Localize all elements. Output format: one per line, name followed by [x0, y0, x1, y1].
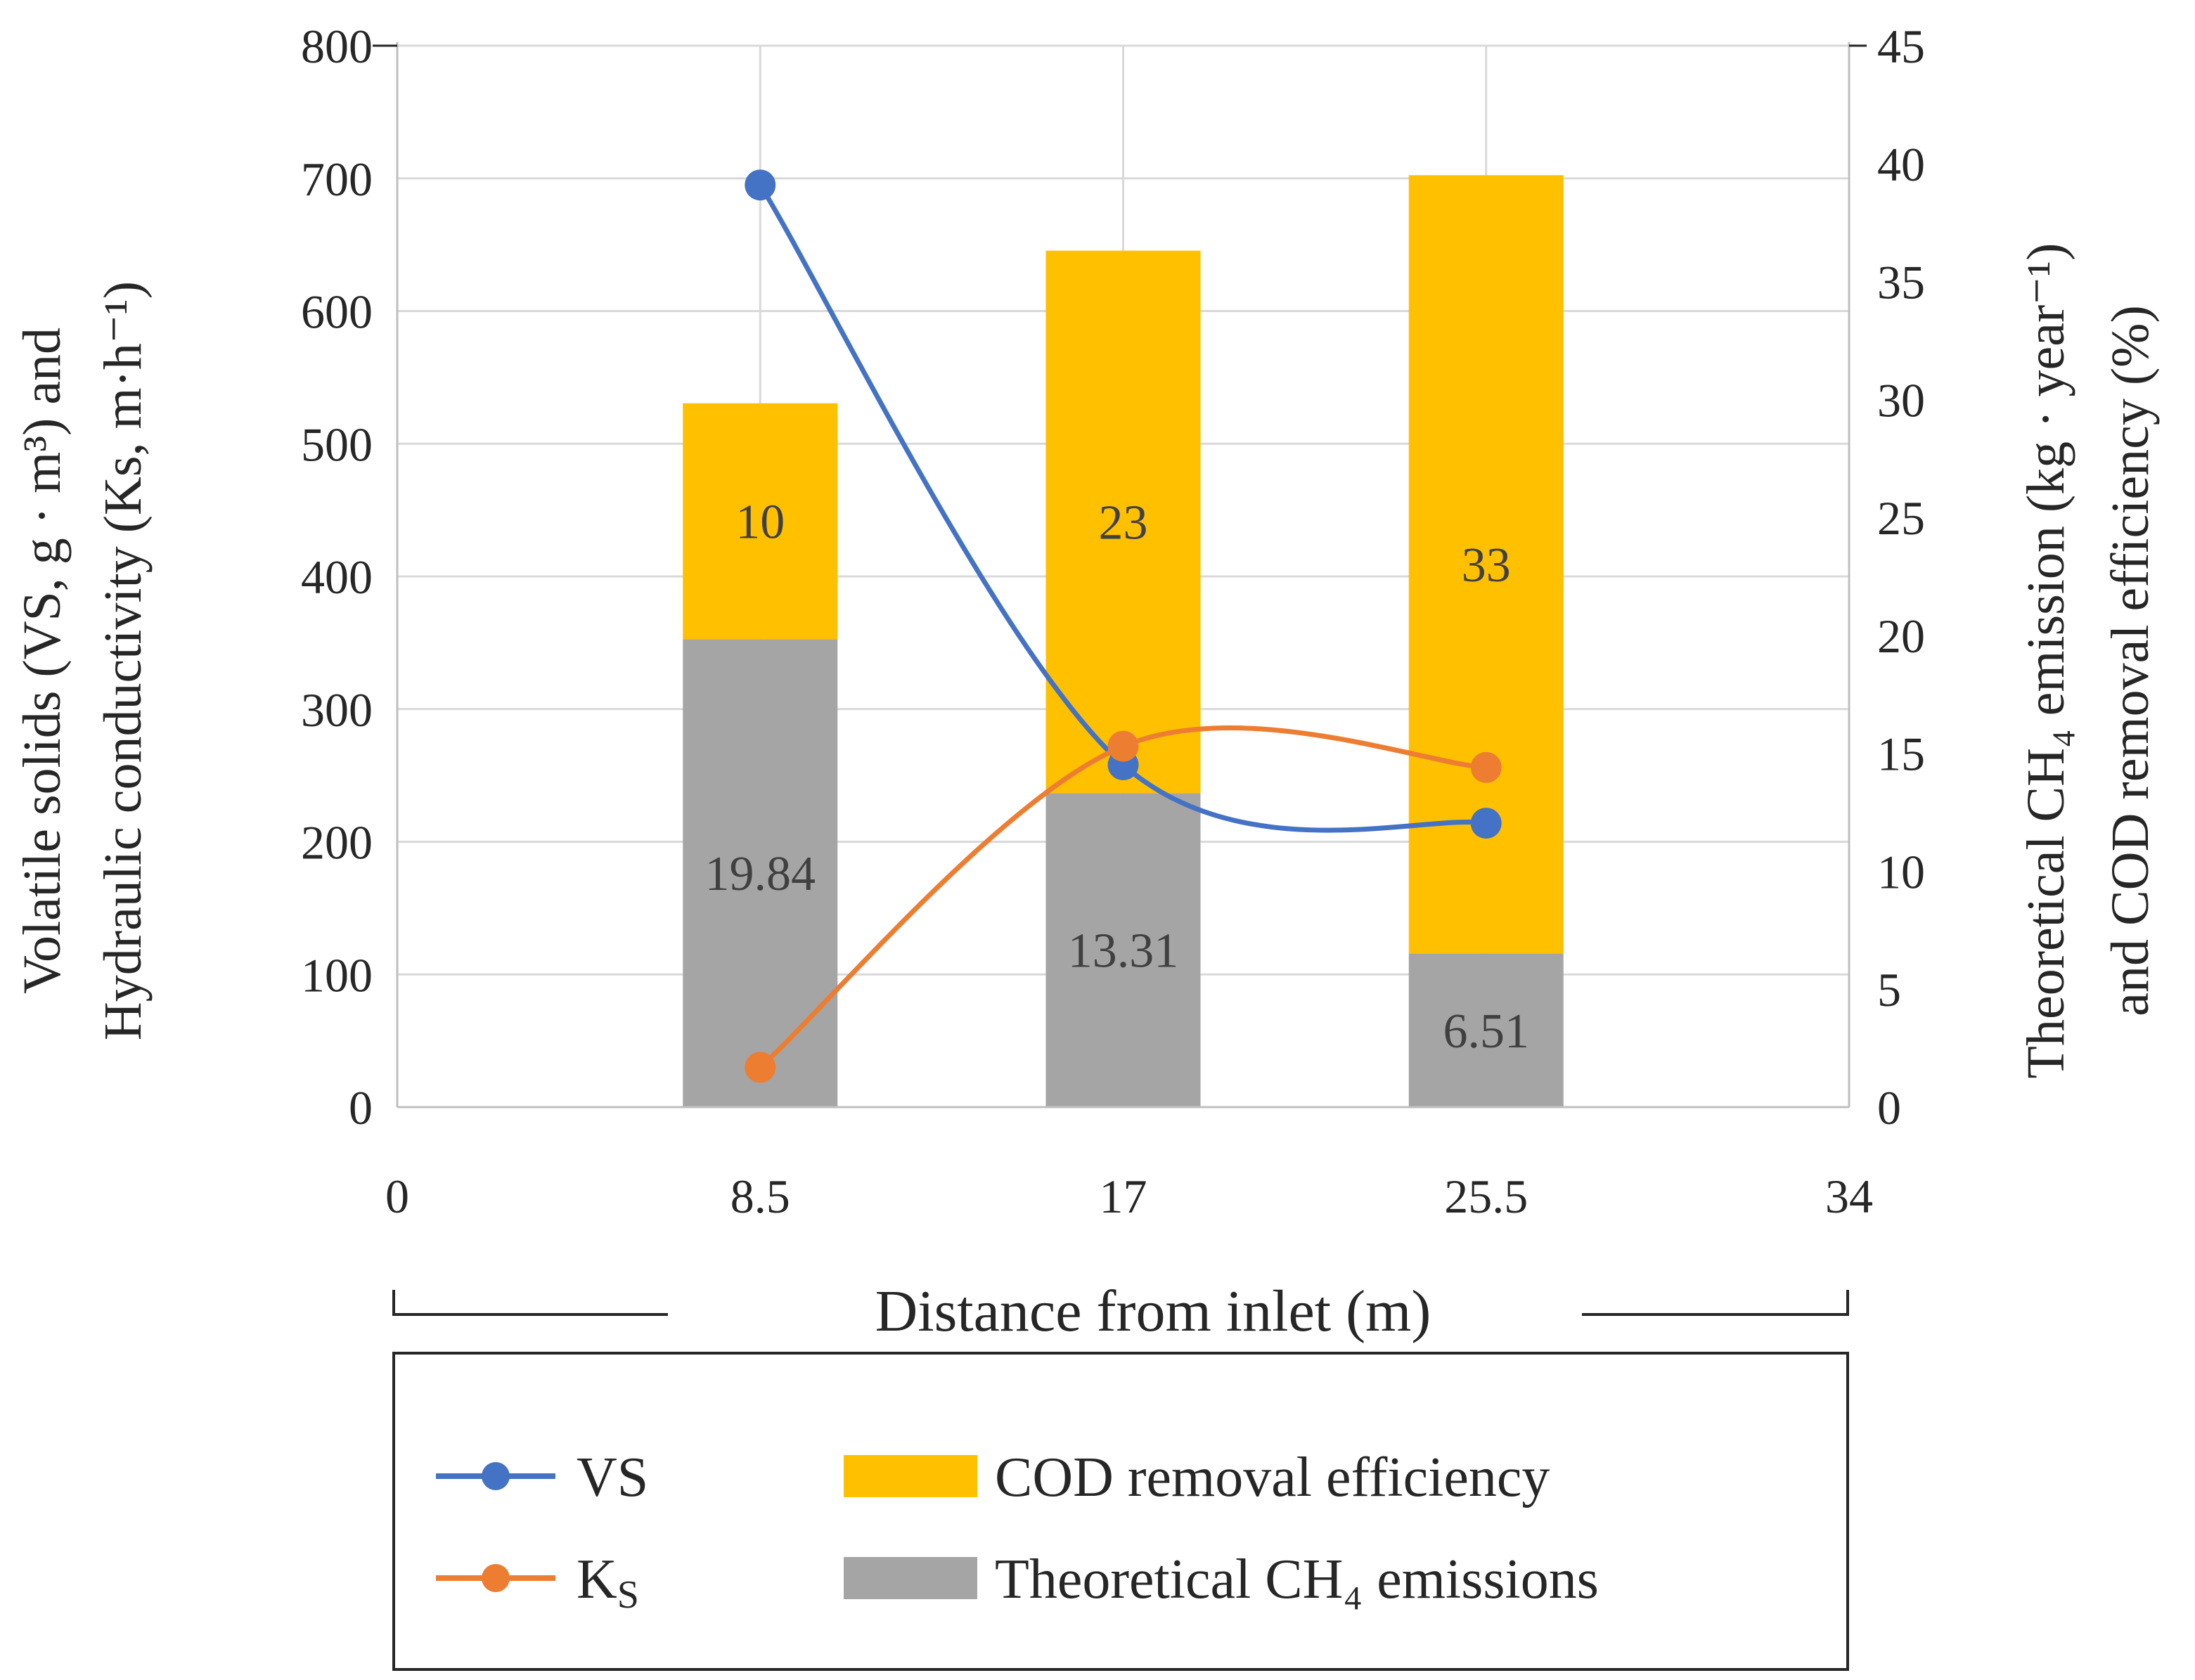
x-tick-label: 34 [1825, 1170, 1873, 1223]
right-axis-title-line2: and COD removal efficiency (%) [2101, 305, 2160, 1016]
left-tick-label: 0 [349, 1081, 373, 1135]
point-vs [745, 169, 776, 201]
bar-label-ch4: 6.51 [1443, 1004, 1530, 1059]
left-axis-title-line1: Volatile solids (VS, g · m³) and [13, 328, 72, 994]
bar-label-cod: 23 [1099, 496, 1148, 550]
bar-ch4 [1045, 793, 1201, 1107]
x-axis-bracket-left [392, 1290, 668, 1316]
bar-ch4 [683, 639, 838, 1107]
right-tick-label: 10 [1877, 845, 1925, 898]
left-tick-label: 300 [301, 683, 373, 737]
left-tick-label: 200 [301, 816, 373, 870]
right-tick-label: 35 [1877, 256, 1925, 309]
legend-ks-marker [482, 1564, 510, 1592]
left-axis-title-line2: Hydraulic conductivity (Ks, m·h⁻¹) [94, 281, 153, 1040]
left-tick-label: 100 [301, 948, 373, 1002]
bar-label-ch4: 13.31 [1068, 924, 1179, 978]
legend-cod-label: COD removal efficiency [995, 1447, 1550, 1508]
legend-ch4-swatch [844, 1557, 977, 1599]
point-vs [1470, 808, 1502, 839]
x-tick-label: 17 [1100, 1170, 1147, 1223]
line-vs [758, 183, 1487, 833]
left-tick-label: 500 [301, 418, 373, 471]
right-tick-label: 40 [1877, 138, 1925, 191]
right-tick-label: 30 [1877, 373, 1925, 427]
legend-cod-swatch [844, 1455, 977, 1497]
bar-label-cod: 33 [1462, 538, 1511, 593]
right-tick-label: 45 [1877, 20, 1925, 73]
lines [745, 169, 1502, 1083]
axes [373, 42, 1867, 1109]
legend-ch4-label: Theoretical CH₄ emissions [995, 1549, 1599, 1610]
bar-cod [683, 403, 838, 640]
left-tick-label: 400 [301, 550, 373, 604]
right-tick-label: 0 [1877, 1081, 1901, 1135]
left-tick-label: 700 [301, 153, 373, 206]
bar-cod [1045, 250, 1201, 794]
legend: VS KS COD removal efficiency Theoretical… [392, 1352, 1849, 1671]
right-axis-title-line1: Theoretical CH₄ emission (kg · year⁻¹) [2016, 243, 2075, 1079]
legend-border [392, 1352, 1849, 1671]
bar-labels: 19.84 10 13.31 23 6.51 33 [705, 495, 1530, 1058]
x-tick-label: 25.5 [1444, 1170, 1528, 1223]
tick-labels: 0100200300400500600700800051015202530354… [301, 20, 1925, 1223]
right-tick-label: 5 [1877, 963, 1901, 1016]
x-axis-title: Distance from inlet (m) [875, 1279, 1431, 1344]
bar-label-ch4: 19.84 [705, 847, 816, 901]
bar-ch4 [1408, 953, 1564, 1107]
legend-ks-main: K [577, 1549, 617, 1610]
x-axis-bracket-right [1582, 1290, 1849, 1316]
left-tick-label: 800 [301, 20, 373, 73]
legend-vs-label: VS [577, 1447, 648, 1508]
x-tick-label: 0 [385, 1170, 409, 1223]
right-tick-label: 15 [1877, 728, 1925, 781]
legend-vs-marker [482, 1462, 510, 1490]
bar-label-cod: 10 [735, 495, 785, 549]
legend-ks-sub: S [617, 1573, 639, 1617]
bars [683, 175, 1564, 1107]
right-tick-label: 20 [1877, 609, 1925, 663]
left-tick-label: 600 [301, 285, 373, 339]
point-ks [1107, 730, 1139, 762]
point-ks [1470, 751, 1502, 783]
right-tick-label: 25 [1877, 491, 1925, 545]
point-ks [745, 1052, 776, 1083]
legend-ks-label: KS [577, 1549, 639, 1617]
x-tick-label: 8.5 [730, 1170, 790, 1223]
